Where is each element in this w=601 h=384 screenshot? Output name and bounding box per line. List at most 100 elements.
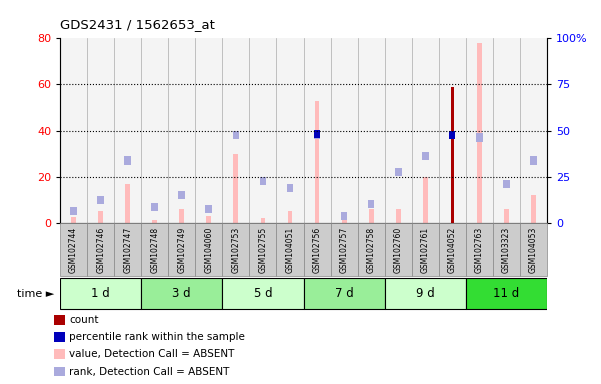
Text: GSM104051: GSM104051 — [285, 227, 294, 273]
Bar — [530, 157, 537, 164]
Bar — [493, 223, 520, 276]
Text: GSM102758: GSM102758 — [367, 227, 376, 273]
Bar — [358, 38, 385, 223]
Bar — [141, 38, 168, 223]
Bar — [114, 38, 141, 223]
Bar — [341, 212, 347, 220]
Bar — [450, 131, 455, 139]
Bar — [195, 38, 222, 223]
Bar — [520, 223, 547, 276]
Bar — [249, 223, 276, 276]
Bar — [493, 38, 520, 223]
Bar — [423, 177, 428, 223]
Text: GSM102757: GSM102757 — [340, 227, 349, 273]
Bar — [385, 38, 412, 223]
Bar — [503, 180, 510, 188]
Text: GSM102746: GSM102746 — [96, 227, 105, 273]
Bar — [504, 209, 509, 223]
Bar — [152, 220, 157, 223]
Text: GSM102763: GSM102763 — [475, 227, 484, 273]
Text: 3 d: 3 d — [172, 287, 191, 300]
Text: count: count — [69, 314, 99, 325]
Bar — [249, 38, 276, 223]
Bar — [141, 223, 168, 276]
Bar — [476, 134, 483, 142]
Bar — [304, 223, 331, 276]
Bar — [87, 223, 114, 276]
Text: 1 d: 1 d — [91, 287, 110, 300]
Bar — [54, 349, 65, 359]
Bar — [114, 223, 141, 276]
Bar — [531, 195, 536, 223]
Text: GSM102761: GSM102761 — [421, 227, 430, 273]
Bar — [124, 157, 131, 164]
Text: 11 d: 11 d — [493, 287, 519, 300]
Bar — [54, 332, 65, 342]
Bar — [168, 223, 195, 276]
Text: GSM102749: GSM102749 — [177, 227, 186, 273]
Text: rank, Detection Call = ABSENT: rank, Detection Call = ABSENT — [69, 366, 230, 377]
Bar — [222, 223, 249, 276]
Bar — [276, 38, 304, 223]
Bar — [71, 217, 76, 223]
Bar — [304, 38, 331, 223]
Text: GSM102755: GSM102755 — [258, 227, 267, 273]
Text: 5 d: 5 d — [254, 287, 272, 300]
Bar — [331, 38, 358, 223]
Bar — [358, 223, 385, 276]
Text: percentile rank within the sample: percentile rank within the sample — [69, 332, 245, 342]
Text: 9 d: 9 d — [416, 287, 435, 300]
Bar — [385, 223, 412, 276]
Bar — [276, 223, 304, 276]
Bar — [54, 367, 65, 376]
Bar — [97, 196, 104, 204]
Bar — [206, 205, 212, 213]
Bar — [233, 131, 239, 139]
Bar — [195, 223, 222, 276]
Bar — [439, 223, 466, 276]
Text: GDS2431 / 1562653_at: GDS2431 / 1562653_at — [60, 18, 215, 31]
Bar — [151, 203, 158, 210]
Bar — [314, 130, 320, 138]
Bar — [451, 87, 454, 223]
Bar — [87, 38, 114, 223]
Bar — [287, 211, 293, 223]
Bar — [466, 278, 547, 310]
Text: GSM102753: GSM102753 — [231, 227, 240, 273]
Bar — [206, 216, 212, 223]
Text: GSM102747: GSM102747 — [123, 227, 132, 273]
Bar — [168, 38, 195, 223]
Bar — [260, 218, 266, 223]
Bar — [179, 209, 185, 223]
Bar — [125, 184, 130, 223]
Text: GSM104053: GSM104053 — [529, 227, 538, 273]
Bar — [412, 223, 439, 276]
Bar — [477, 43, 482, 223]
Text: GSM103323: GSM103323 — [502, 227, 511, 273]
Bar — [222, 278, 304, 310]
Bar — [368, 209, 374, 223]
Bar — [466, 223, 493, 276]
Bar — [412, 38, 439, 223]
Bar — [60, 278, 141, 310]
Bar — [466, 38, 493, 223]
Bar — [439, 38, 466, 223]
Bar — [98, 211, 103, 223]
Bar — [54, 315, 65, 324]
Text: GSM104052: GSM104052 — [448, 227, 457, 273]
Text: time ►: time ► — [17, 289, 54, 299]
Bar — [341, 220, 347, 223]
Bar — [395, 209, 401, 223]
Bar — [141, 278, 222, 310]
Text: GSM102760: GSM102760 — [394, 227, 403, 273]
Bar — [314, 101, 320, 223]
Bar — [304, 278, 385, 310]
Bar — [70, 207, 77, 215]
Bar — [314, 131, 320, 139]
Bar — [520, 38, 547, 223]
Bar — [233, 154, 239, 223]
Bar — [287, 184, 293, 192]
Text: GSM102744: GSM102744 — [69, 227, 78, 273]
Bar — [222, 38, 249, 223]
Bar — [395, 168, 401, 176]
